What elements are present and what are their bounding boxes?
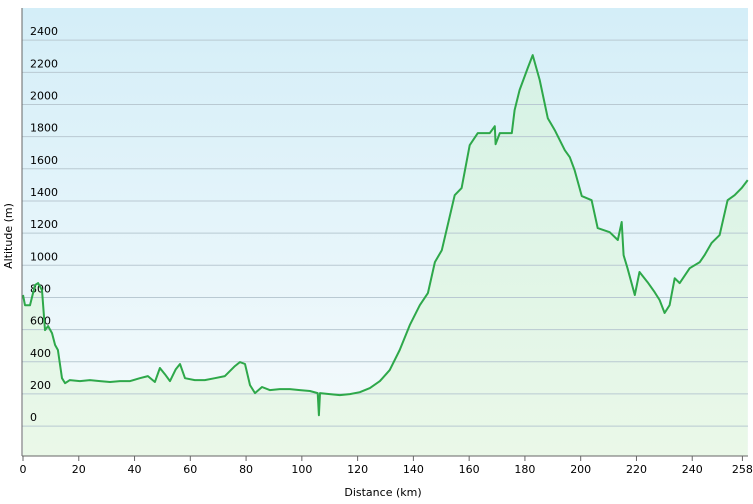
- x-tick-label: 20: [72, 463, 86, 476]
- x-tick-label: 0: [20, 463, 27, 476]
- x-tick-label: 80: [239, 463, 253, 476]
- x-tick-label: 240: [682, 463, 703, 476]
- x-tick-label: 40: [128, 463, 142, 476]
- y-tick-label: 1000: [30, 250, 58, 263]
- y-tick-label: 1600: [30, 154, 58, 167]
- y-tick-label: 200: [30, 379, 51, 392]
- y-axis-title: Altitude (m): [2, 203, 15, 269]
- y-tick-label: 1200: [30, 218, 58, 231]
- x-tick-label: 100: [291, 463, 312, 476]
- x-tick-label: 140: [403, 463, 424, 476]
- y-tick-label: 2200: [30, 57, 58, 70]
- y-tick-label: 600: [30, 315, 51, 328]
- y-tick-label: 1400: [30, 186, 58, 199]
- x-tick-label: 60: [183, 463, 197, 476]
- x-tick-label: 120: [347, 463, 368, 476]
- x-axis-title: Distance (km): [344, 486, 421, 499]
- y-tick-label: 400: [30, 347, 51, 360]
- x-tick-label: 258: [732, 463, 753, 476]
- area-fill: [23, 55, 748, 456]
- y-tick-label: 2000: [30, 89, 58, 102]
- x-tick-label: 180: [514, 463, 535, 476]
- y-tick-label: 2400: [30, 25, 58, 38]
- y-tick-label: 0: [30, 411, 37, 424]
- y-tick-label: 1800: [30, 122, 58, 135]
- elevation-line: [22, 54, 749, 417]
- x-tick-label: 200: [570, 463, 591, 476]
- x-tick-label: 160: [459, 463, 480, 476]
- x-tick-label: 220: [626, 463, 647, 476]
